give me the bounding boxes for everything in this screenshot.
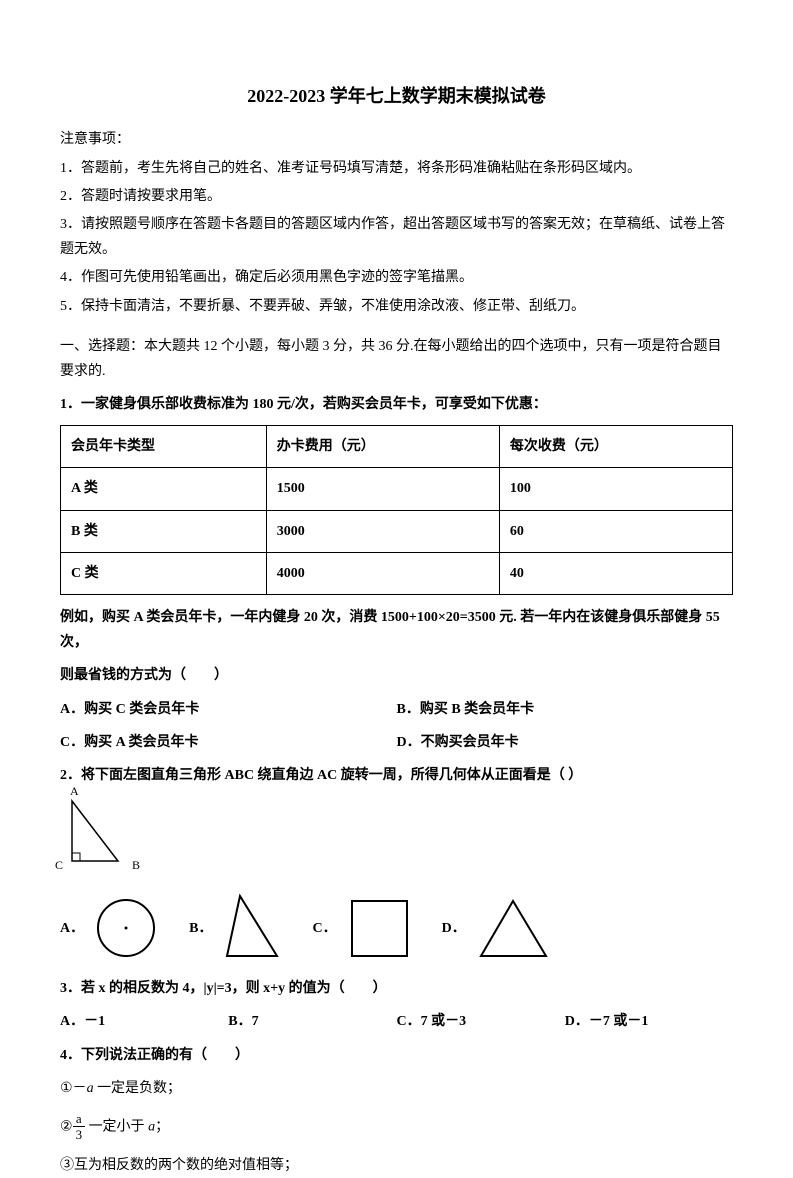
table-cell: 60: [499, 510, 732, 552]
s2-mid: 一定小于: [89, 1119, 149, 1134]
option-c: C．7 或－3: [397, 1009, 565, 1034]
option-label: B．: [189, 916, 212, 961]
table-cell: C 类: [61, 552, 267, 594]
option-label: D．: [442, 916, 466, 961]
question-2-text: 2．将下面左图直角三角形 ABC 绕直角边 AC 旋转一周，所得几何体从正面看是…: [60, 763, 733, 788]
vertex-label-a: A: [70, 781, 79, 803]
option-d: D．不购买会员年卡: [397, 730, 734, 755]
notice-item: 5．保持卡面清洁，不要折暴、不要弄破、弄皱，不准使用涂改液、修正带、刮纸刀。: [60, 294, 733, 319]
options-row: C．购买 A 类会员年卡 D．不购买会员年卡: [60, 730, 733, 755]
isoceles-triangle-icon: [476, 896, 551, 961]
option-label: C．: [312, 916, 336, 961]
table-cell: 100: [499, 468, 732, 510]
page-title: 2022-2023 学年七上数学期末模拟试卷: [60, 80, 733, 112]
option-c: C．购买 A 类会员年卡: [60, 730, 397, 755]
fraction-num: a: [73, 1111, 86, 1128]
options-row: A．购买 C 类会员年卡 B．购买 B 类会员年卡: [60, 697, 733, 722]
s1-var: a: [87, 1081, 94, 1096]
table-row: C 类 4000 40: [61, 552, 733, 594]
circle-icon: [94, 896, 159, 961]
notice-item: 1．答题前，考生先将自己的姓名、准考证号码填写清楚，将条形码准确粘贴在条形码区域…: [60, 156, 733, 181]
table-cell: B 类: [61, 510, 267, 552]
fraction-den: 3: [73, 1127, 86, 1143]
s2-var: a: [148, 1119, 155, 1134]
option-d-shape: D．: [442, 896, 551, 961]
question-1-example: 例如，购买 A 类会员年卡，一年内健身 20 次，消费 1500+100×20=…: [60, 605, 733, 655]
fraction-icon: a3: [73, 1111, 86, 1143]
option-c-shape: C．: [312, 896, 411, 961]
table-cell: 40: [499, 552, 732, 594]
s1-prefix: ①－: [60, 1081, 87, 1096]
question-3-text: 3．若 x 的相反数为 4，|y|=3，则 x+y 的值为（ ）: [60, 976, 733, 1001]
table-row: A 类 1500 100: [61, 468, 733, 510]
table-cell: 4000: [266, 552, 499, 594]
shapes-options: A． B． C． D．: [60, 891, 733, 961]
right-triangle-icon: [60, 796, 130, 871]
notice-header: 注意事项：: [60, 127, 733, 152]
vertex-label-c: C: [55, 855, 63, 877]
table-row: B 类 3000 60: [61, 510, 733, 552]
table-header-row: 会员年卡类型 办卡费用（元） 每次收费（元）: [61, 426, 733, 468]
statement-2: ②a3 一定小于 a；: [60, 1111, 733, 1143]
option-label: A．: [60, 916, 84, 961]
question-4-text: 4．下列说法正确的有（ ）: [60, 1043, 733, 1068]
statement-3: ③互为相反数的两个数的绝对值相等；: [60, 1153, 733, 1178]
option-b: B．购买 B 类会员年卡: [397, 697, 734, 722]
table-header: 办卡费用（元）: [266, 426, 499, 468]
s1-suffix: 一定是负数；: [94, 1081, 182, 1096]
right-triangle-shape-icon: [222, 891, 282, 961]
notice-item: 3．请按照题号顺序在答题卡各题目的答题区域内作答，超出答题区域书写的答案无效；在…: [60, 212, 733, 262]
notice-item: 2．答题时请按要求用笔。: [60, 184, 733, 209]
option-b-shape: B．: [189, 891, 282, 961]
statement-1: ①－a 一定是负数；: [60, 1076, 733, 1101]
option-a-shape: A．: [60, 896, 159, 961]
option-b: B．7: [228, 1009, 396, 1034]
table-cell: 3000: [266, 510, 499, 552]
table-header: 每次收费（元）: [499, 426, 732, 468]
table-header: 会员年卡类型: [61, 426, 267, 468]
s2-prefix: ②: [60, 1119, 73, 1134]
option-a: A．－1: [60, 1009, 228, 1034]
question-1-text: 1．一家健身俱乐部收费标准为 180 元/次，若购买会员年卡，可享受如下优惠：: [60, 392, 733, 417]
table-cell: 1500: [266, 468, 499, 510]
table-cell: A 类: [61, 468, 267, 510]
square-icon: [347, 896, 412, 961]
triangle-diagram: A C B: [60, 796, 130, 871]
s2-suffix: ；: [155, 1119, 169, 1134]
section-header: 一、选择题：本大题共 12 个小题，每小题 3 分，共 36 分.在每小题给出的…: [60, 334, 733, 384]
membership-table: 会员年卡类型 办卡费用（元） 每次收费（元） A 类 1500 100 B 类 …: [60, 425, 733, 595]
option-d: D．－7 或－1: [565, 1009, 733, 1034]
options-row: A．－1 B．7 C．7 或－3 D．－7 或－1: [60, 1009, 733, 1034]
option-a: A．购买 C 类会员年卡: [60, 697, 397, 722]
question-1-ask: 则最省钱的方式为（ ）: [60, 663, 733, 688]
vertex-label-b: B: [132, 855, 140, 877]
notice-item: 4．作图可先使用铅笔画出，确定后必须用黑色字迹的签字笔描黑。: [60, 265, 733, 290]
